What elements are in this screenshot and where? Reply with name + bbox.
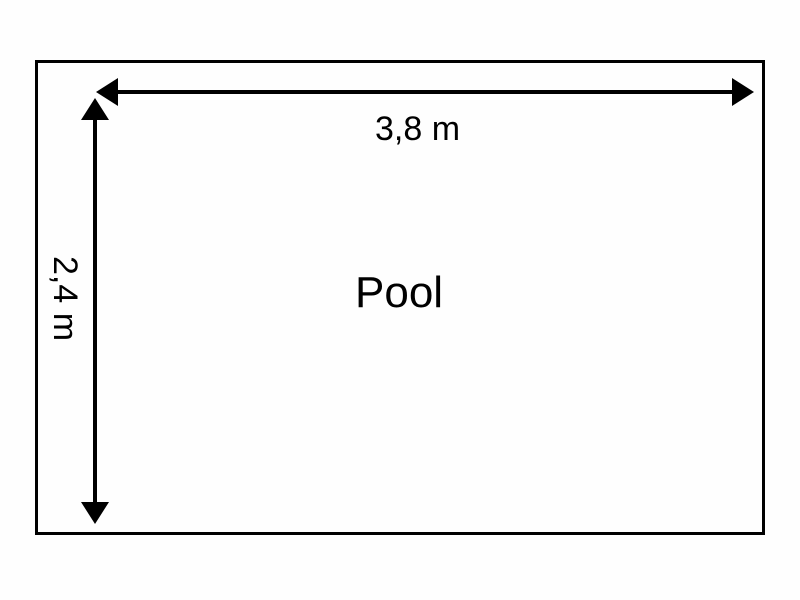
width-dimension-label: 3,8 m — [375, 110, 460, 149]
width-dimension-line — [110, 90, 740, 94]
arrow-right-icon — [732, 78, 754, 106]
arrow-down-icon — [81, 502, 109, 524]
diagram-canvas: 3,8 m 2,4 m Pool — [0, 0, 800, 600]
arrow-up-icon — [81, 98, 109, 120]
center-label: Pool — [355, 268, 443, 318]
height-dimension-label: 2,4 m — [45, 256, 84, 341]
height-dimension-line — [93, 112, 97, 510]
